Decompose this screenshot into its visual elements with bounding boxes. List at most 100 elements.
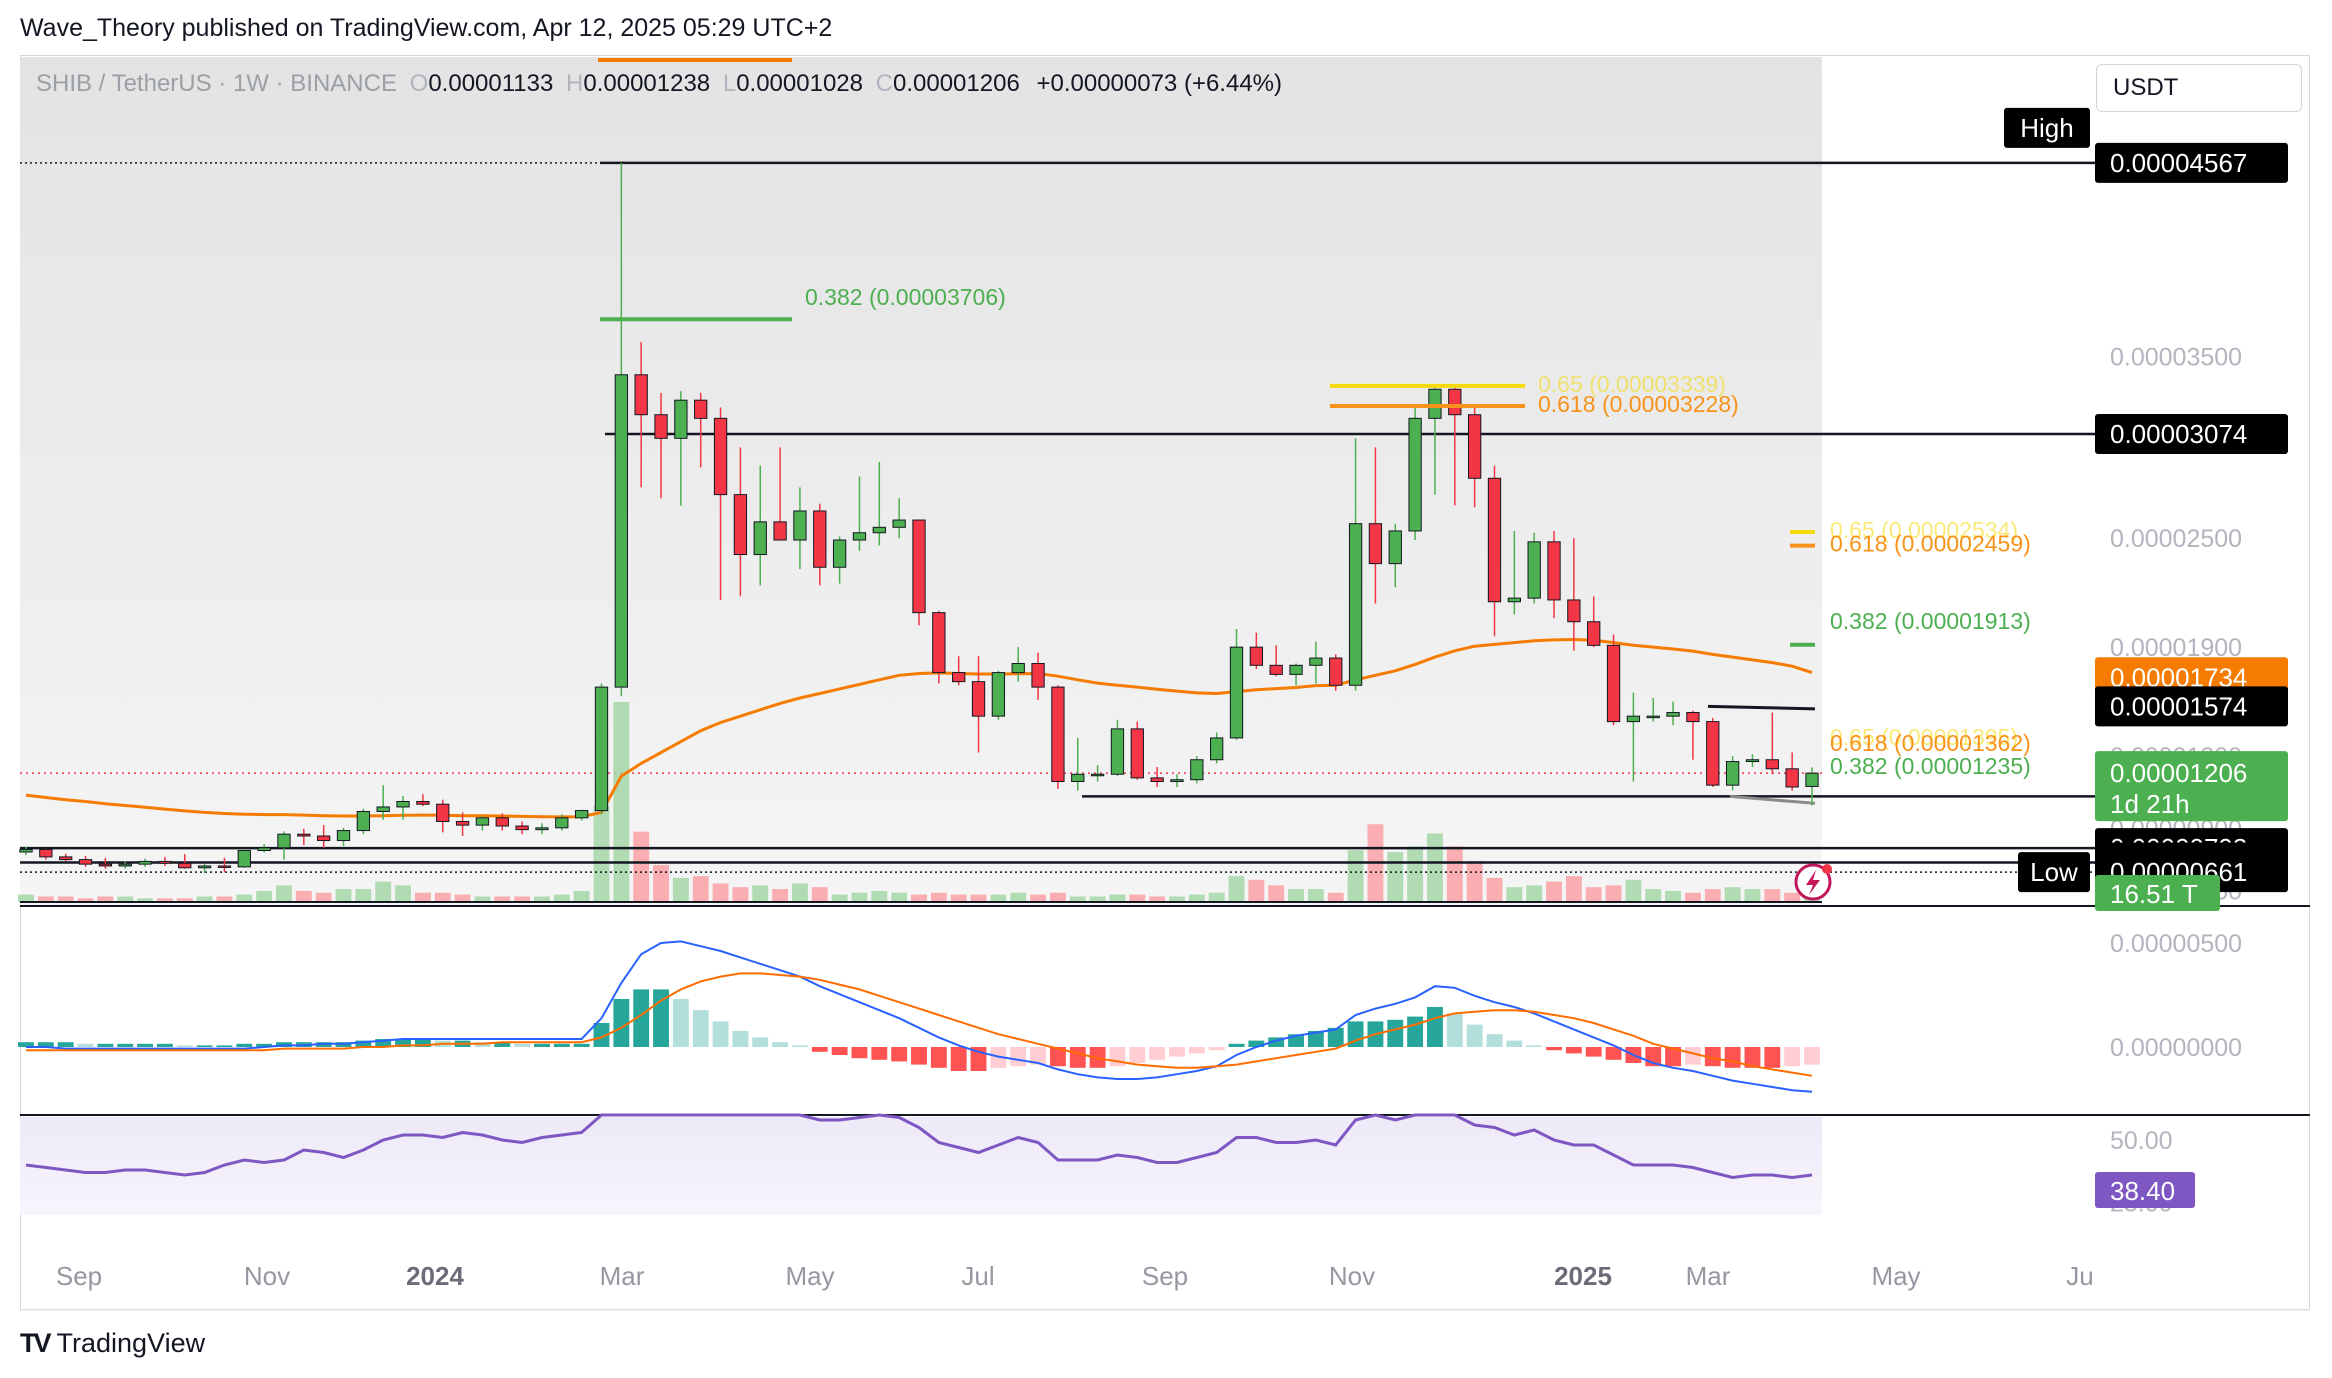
macd-histogram-bar xyxy=(811,1047,828,1052)
macd-histogram-bar xyxy=(613,999,630,1047)
volume-bar xyxy=(1625,879,1642,902)
candle xyxy=(1567,538,1581,651)
lightning-icon-bolt xyxy=(1806,870,1820,895)
macd-histogram-bar xyxy=(593,1023,610,1047)
macd-histogram-bar xyxy=(950,1047,967,1071)
macd-histogram-bar xyxy=(553,1043,570,1047)
candle xyxy=(1547,530,1561,619)
candle xyxy=(892,498,906,539)
candle xyxy=(1805,767,1819,806)
trend-line-lower xyxy=(1729,794,1816,805)
macd-histogram-bar xyxy=(1307,1031,1324,1047)
candle-body xyxy=(1071,773,1085,783)
volume-bar xyxy=(1506,887,1523,902)
candle xyxy=(674,391,688,506)
candle xyxy=(1765,712,1779,775)
candle xyxy=(1329,654,1343,691)
macd-histogram-bar xyxy=(633,989,650,1047)
candle xyxy=(336,827,351,846)
countdown-label: 1d 21h xyxy=(2110,789,2190,819)
candle-body xyxy=(237,850,251,868)
volume-bar xyxy=(1486,877,1503,902)
candle-body xyxy=(1606,644,1621,723)
candle-body xyxy=(78,859,93,865)
volume-bar xyxy=(1010,892,1027,902)
candle-body xyxy=(1547,541,1561,601)
candle-body xyxy=(1368,523,1383,565)
volume-bar xyxy=(176,898,193,902)
macd-histogram-bar xyxy=(672,999,689,1047)
candle-body xyxy=(634,374,648,416)
volume-bar xyxy=(216,896,233,902)
macd-histogram-bar xyxy=(375,1039,392,1047)
currency-selector[interactable]: USDT xyxy=(2096,64,2302,112)
macd-histogram-bar xyxy=(1486,1034,1503,1047)
fib-label: 0.65 (0.00003339) xyxy=(1538,371,1726,397)
candle-body xyxy=(257,847,271,852)
volume-bar xyxy=(653,864,669,902)
rsi-value-badge: 38.40 xyxy=(2110,1176,2175,1206)
macd-histogram-bar xyxy=(732,1031,749,1047)
candle xyxy=(19,846,33,856)
candle-body xyxy=(59,856,73,861)
candle xyxy=(1408,407,1422,541)
macd-line xyxy=(26,940,1813,1093)
fib-label: 0.618 (0.00001362) xyxy=(1830,730,2031,756)
candle-body xyxy=(674,399,688,439)
candle-body xyxy=(892,519,906,528)
volume-bar xyxy=(950,894,967,902)
volume-bar xyxy=(672,877,689,902)
macd-histogram-bar xyxy=(414,1039,431,1047)
macd-histogram-bar xyxy=(256,1043,273,1047)
rsi-axis-label: 50.00 xyxy=(2110,1127,2173,1155)
macd-histogram-bar xyxy=(137,1043,154,1047)
close-value: 0.00001206 xyxy=(893,70,1020,97)
candle-body xyxy=(1706,721,1720,786)
candle xyxy=(78,855,93,867)
candle xyxy=(1467,407,1482,508)
candle xyxy=(277,831,291,860)
volume-bar xyxy=(1684,892,1701,902)
candle xyxy=(1646,697,1660,722)
time-axis-label: Sep xyxy=(56,1261,102,1291)
candle xyxy=(1626,692,1641,782)
macd-histogram-bar xyxy=(514,1043,531,1047)
volume-bar xyxy=(633,831,650,902)
macd-histogram-bar xyxy=(791,1045,808,1047)
volume-bar xyxy=(335,889,352,902)
candle-body xyxy=(654,414,668,439)
candle xyxy=(257,844,271,853)
open-key: O xyxy=(409,70,429,97)
candle xyxy=(98,857,113,869)
candle xyxy=(1269,645,1283,677)
volume-bar xyxy=(1327,892,1344,902)
current-price-badge-bg xyxy=(2095,751,2288,822)
volume-bar xyxy=(57,896,74,902)
candle xyxy=(872,461,886,546)
volume-badge: 16.51 T xyxy=(2110,879,2198,909)
candle-body xyxy=(1686,712,1700,723)
volume-bar xyxy=(295,890,312,902)
fib-label: 0.382 (0.00001913) xyxy=(1830,608,2031,634)
tradingview-logo[interactable]: TV TradingView xyxy=(20,1328,205,1359)
volume-bar xyxy=(1307,889,1324,902)
price-badge: 0.00004567 xyxy=(2095,142,2288,183)
symbol-label[interactable]: SHIB / TetherUS · 1W · BINANCE xyxy=(36,70,397,97)
volume-bar xyxy=(990,894,1007,902)
fib-label: 0.382 (0.00003706) xyxy=(805,284,1006,310)
volume-bar xyxy=(434,892,451,902)
volume-bar xyxy=(1149,896,1166,902)
candle-body xyxy=(535,827,549,831)
volume-bar xyxy=(1764,889,1781,902)
tradingview-logo-mark: TV xyxy=(20,1328,51,1358)
volume-bar xyxy=(851,892,868,902)
price-badge-bg xyxy=(2095,142,2288,183)
volume-bar xyxy=(871,890,888,902)
change-value: +0.00000073 (+6.44%) xyxy=(1036,70,1282,97)
candle xyxy=(416,794,430,807)
candle xyxy=(1527,532,1541,604)
low-tag-bg xyxy=(2018,852,2090,893)
candle xyxy=(1587,596,1601,648)
candle-body xyxy=(1090,773,1105,777)
